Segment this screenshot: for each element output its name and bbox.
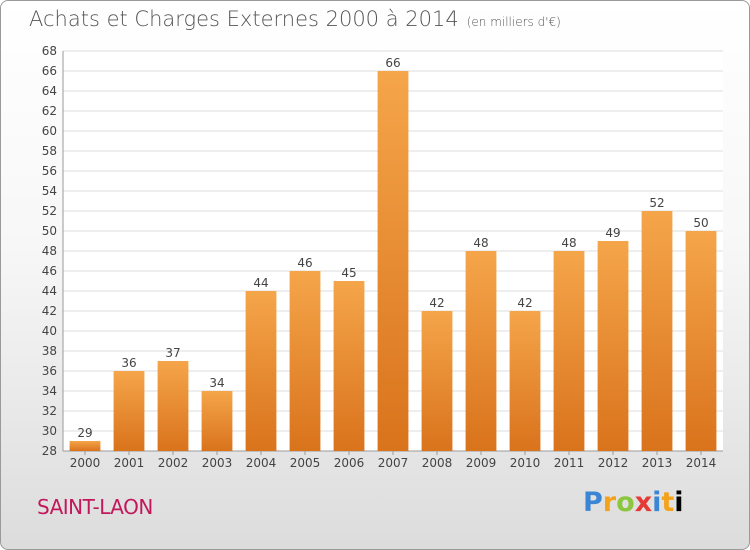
data-label: 49 bbox=[605, 226, 620, 240]
data-label: 48 bbox=[473, 236, 488, 250]
x-tick-label: 2012 bbox=[598, 456, 629, 470]
bar bbox=[201, 391, 233, 451]
data-label: 42 bbox=[429, 296, 444, 310]
bar bbox=[553, 251, 585, 451]
bar bbox=[641, 211, 673, 451]
y-tick-label: 36 bbox=[42, 364, 57, 378]
logo-letter: i bbox=[652, 487, 662, 518]
bar bbox=[113, 371, 145, 451]
x-tick-label: 2014 bbox=[686, 456, 717, 470]
y-tick-label: 64 bbox=[42, 84, 57, 98]
bar bbox=[157, 361, 189, 451]
y-tick-label: 28 bbox=[42, 444, 57, 458]
x-tick-label: 2013 bbox=[642, 456, 673, 470]
y-tick-label: 38 bbox=[42, 344, 57, 358]
x-tick-label: 2002 bbox=[158, 456, 189, 470]
chart-title-text: Achats et Charges Externes 2000 à 2014 bbox=[29, 7, 459, 31]
data-label: 44 bbox=[253, 276, 268, 290]
bar bbox=[597, 241, 629, 451]
proxiti-logo: Proxiti bbox=[583, 487, 684, 518]
data-label: 37 bbox=[165, 346, 180, 360]
data-label: 34 bbox=[209, 376, 224, 390]
bar bbox=[289, 271, 321, 451]
x-tick-label: 2003 bbox=[202, 456, 233, 470]
logo-letter: t bbox=[661, 487, 675, 518]
y-tick-label: 30 bbox=[42, 424, 57, 438]
bar bbox=[333, 281, 365, 451]
data-label: 45 bbox=[341, 266, 356, 280]
x-tick-label: 2007 bbox=[378, 456, 409, 470]
data-label: 29 bbox=[77, 426, 92, 440]
bar bbox=[509, 311, 541, 451]
y-tick-label: 66 bbox=[42, 64, 57, 78]
y-tick-label: 62 bbox=[42, 104, 57, 118]
logo-letter: i bbox=[674, 487, 684, 518]
bar bbox=[377, 71, 409, 451]
x-tick-label: 2006 bbox=[334, 456, 365, 470]
x-tick-label: 2000 bbox=[70, 456, 101, 470]
x-tick-label: 2010 bbox=[510, 456, 541, 470]
bar bbox=[421, 311, 453, 451]
y-tick-label: 32 bbox=[42, 404, 57, 418]
y-tick-label: 34 bbox=[42, 384, 57, 398]
x-tick-label: 2005 bbox=[290, 456, 321, 470]
chart-title-unit: (en milliers d'€) bbox=[466, 15, 561, 29]
y-tick-label: 54 bbox=[42, 184, 57, 198]
y-tick-label: 46 bbox=[42, 264, 57, 278]
data-label: 48 bbox=[561, 236, 576, 250]
y-tick-label: 52 bbox=[42, 204, 57, 218]
data-label: 46 bbox=[297, 256, 312, 270]
x-tick-label: 2009 bbox=[466, 456, 497, 470]
bar bbox=[69, 441, 101, 451]
logo-letter: o bbox=[616, 487, 635, 518]
bar bbox=[465, 251, 497, 451]
data-label: 50 bbox=[693, 216, 708, 230]
x-tick-label: 2011 bbox=[554, 456, 585, 470]
y-tick-label: 50 bbox=[42, 224, 57, 238]
y-tick-label: 40 bbox=[42, 324, 57, 338]
chart-title: Achats et Charges Externes 2000 à 2014 (e… bbox=[29, 7, 561, 31]
data-label: 42 bbox=[517, 296, 532, 310]
y-tick-label: 56 bbox=[42, 164, 57, 178]
x-tick-label: 2004 bbox=[246, 456, 277, 470]
logo-letter: x bbox=[634, 487, 653, 518]
logo-letter: r bbox=[602, 487, 617, 518]
y-tick-label: 44 bbox=[42, 284, 57, 298]
data-label: 36 bbox=[121, 356, 136, 370]
y-tick-label: 58 bbox=[42, 144, 57, 158]
bar bbox=[245, 291, 277, 451]
logo-letter: P bbox=[583, 487, 603, 518]
y-tick-label: 60 bbox=[42, 124, 57, 138]
x-tick-label: 2008 bbox=[422, 456, 453, 470]
data-label: 66 bbox=[385, 56, 400, 70]
commune-name: SAINT-LAON bbox=[37, 495, 153, 519]
data-label: 52 bbox=[649, 196, 664, 210]
y-tick-label: 42 bbox=[42, 304, 57, 318]
x-tick-label: 2001 bbox=[114, 456, 145, 470]
bar bbox=[685, 231, 717, 451]
y-tick-label: 68 bbox=[42, 44, 57, 58]
y-tick-label: 48 bbox=[42, 244, 57, 258]
